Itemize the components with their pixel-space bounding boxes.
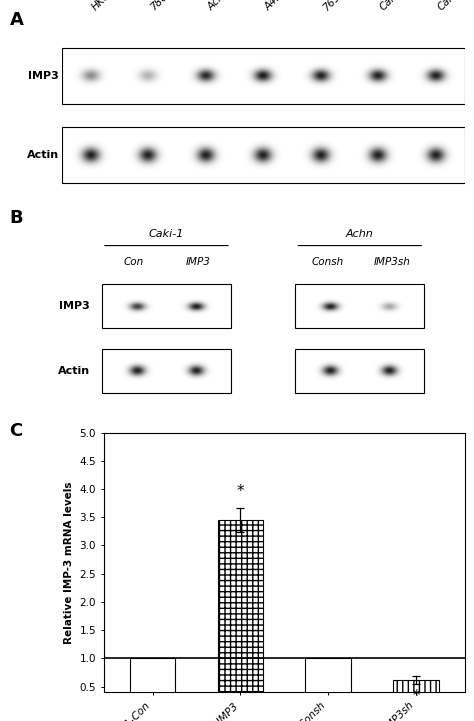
Text: HKC: HKC <box>91 0 113 12</box>
Bar <box>393 680 439 715</box>
Text: IMP3: IMP3 <box>186 257 211 267</box>
Bar <box>305 658 351 715</box>
Y-axis label: Relative IMP-3 mRNA levels: Relative IMP-3 mRNA levels <box>64 481 74 644</box>
Text: 769-p: 769-p <box>320 0 349 12</box>
Text: Achn: Achn <box>206 0 231 12</box>
Text: Caki-2: Caki-2 <box>436 0 466 12</box>
Text: Actin: Actin <box>27 150 59 160</box>
Text: Consh: Consh <box>311 257 344 267</box>
Text: Achn: Achn <box>346 229 374 239</box>
Text: *: * <box>412 689 420 704</box>
Text: Caki-1: Caki-1 <box>378 0 409 12</box>
Text: IMP3: IMP3 <box>28 71 59 81</box>
Text: C: C <box>9 422 23 440</box>
Text: IMP3sh: IMP3sh <box>374 257 410 267</box>
Text: *: * <box>237 485 244 499</box>
Text: Actin: Actin <box>58 366 90 376</box>
Bar <box>218 520 264 715</box>
Text: A498: A498 <box>263 0 289 12</box>
Text: IMP3: IMP3 <box>59 301 90 311</box>
Bar <box>295 284 424 328</box>
Text: 786-o: 786-o <box>148 0 176 12</box>
Bar <box>102 348 231 393</box>
Text: B: B <box>9 209 23 227</box>
Text: Con: Con <box>124 257 144 267</box>
Bar <box>130 658 175 715</box>
Bar <box>295 348 424 393</box>
Bar <box>102 284 231 328</box>
Text: Caki-1: Caki-1 <box>149 229 184 239</box>
Text: A: A <box>9 11 23 29</box>
